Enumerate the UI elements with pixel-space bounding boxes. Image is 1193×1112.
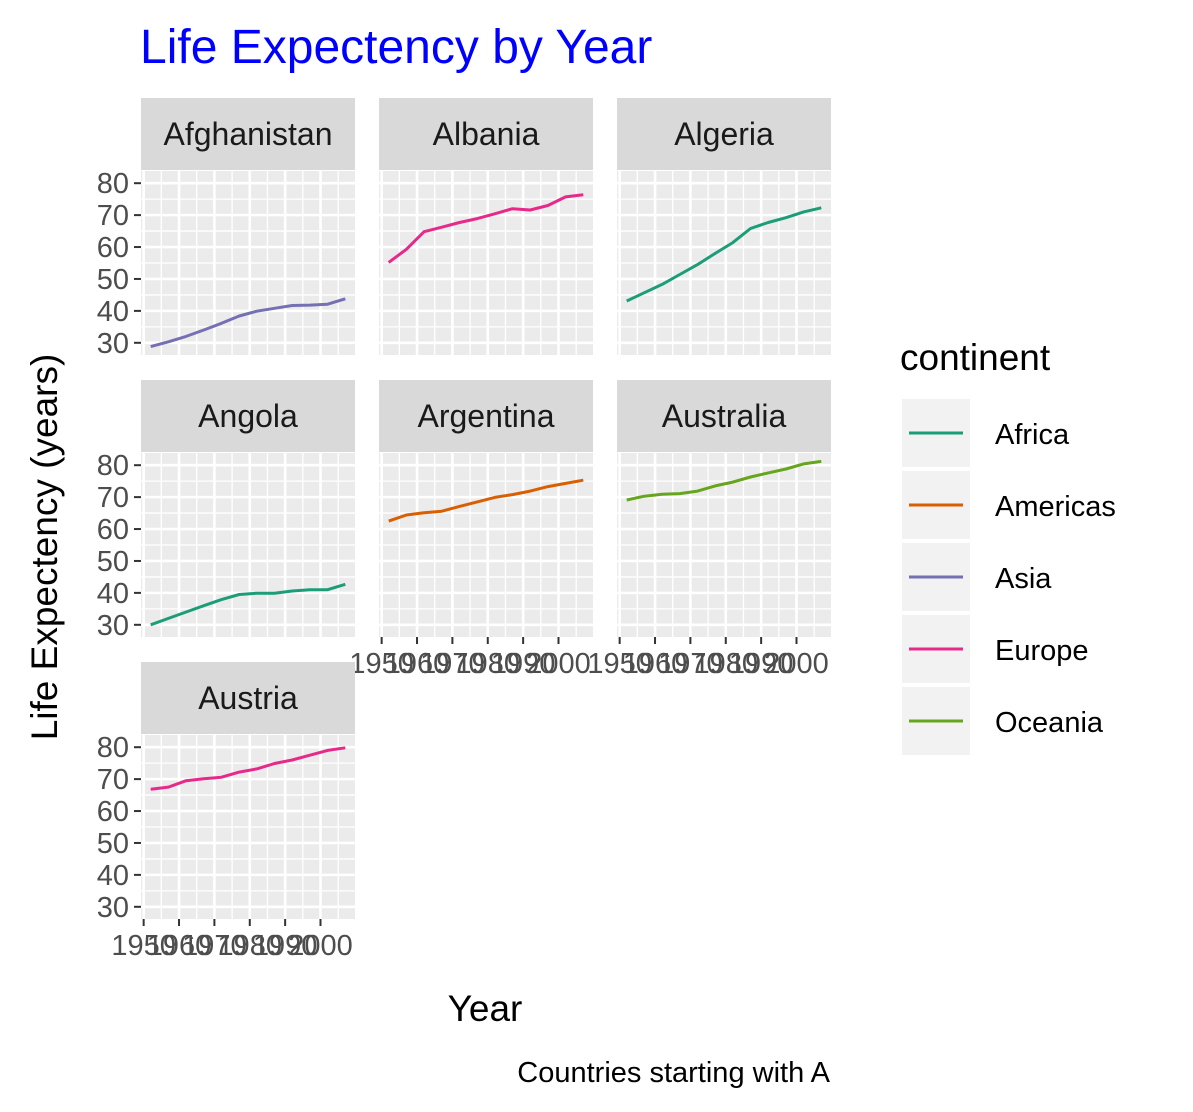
y-tick-label: 80 bbox=[97, 450, 129, 482]
facet-strip-label: Angola bbox=[198, 398, 298, 434]
x-tick-label: 1960 bbox=[385, 648, 450, 680]
x-tick-label: 1950 bbox=[349, 648, 414, 680]
legend: continent Africa Americas Asia Europe Oceani… bbox=[900, 337, 1116, 755]
facet-strip bbox=[617, 380, 831, 452]
y-tick-label: 40 bbox=[97, 296, 129, 328]
facet-strip-label: Argentina bbox=[418, 398, 555, 434]
y-tick-label: 60 bbox=[97, 796, 129, 828]
x-tick-label: 1970 bbox=[182, 930, 247, 962]
y-tick-label: 40 bbox=[97, 578, 129, 610]
facet-strip bbox=[379, 98, 593, 170]
facet-strip bbox=[617, 98, 831, 170]
facet-panel-algeria: Algeria bbox=[617, 98, 831, 355]
facet-strip bbox=[141, 98, 355, 170]
facet-strip-label: Australia bbox=[662, 398, 787, 434]
legend-label: Europe bbox=[995, 635, 1089, 667]
legend-item-oceania: Oceania bbox=[902, 687, 1104, 755]
series-line-australia bbox=[626, 459, 822, 502]
facet-strip-label: Albania bbox=[433, 116, 540, 152]
x-tick-label: 1950 bbox=[111, 930, 176, 962]
facet-strip bbox=[379, 380, 593, 452]
legend-item-asia: Asia bbox=[902, 543, 1052, 611]
legend-label: Africa bbox=[995, 419, 1070, 451]
facet-strip bbox=[141, 662, 355, 734]
y-tick-label: 50 bbox=[97, 264, 129, 296]
legend-item-africa: Africa bbox=[902, 399, 1070, 467]
facet-strip-label: Afghanistan bbox=[163, 116, 332, 152]
x-tick-label: 1990 bbox=[491, 648, 556, 680]
legend-label: Oceania bbox=[995, 707, 1104, 739]
y-tick-label: 50 bbox=[97, 546, 129, 578]
chart-title: Life Expectency by Year bbox=[140, 21, 652, 74]
legend-item-europe: Europe bbox=[902, 615, 1089, 683]
x-tick-label: 1980 bbox=[218, 930, 283, 962]
series-line-afghanistan bbox=[150, 297, 346, 349]
x-tick-label: 1960 bbox=[147, 930, 212, 962]
y-axis-title: Life Expectency (years) bbox=[24, 354, 65, 741]
x-tick-label: 1950 bbox=[587, 648, 652, 680]
x-tick-label: 1980 bbox=[694, 648, 759, 680]
y-tick-label: 70 bbox=[97, 764, 129, 796]
facet-strip-label: Algeria bbox=[674, 116, 774, 152]
x-tick-label: 2000 bbox=[288, 930, 353, 962]
series-line-angola bbox=[150, 582, 346, 627]
legend-label: Asia bbox=[995, 563, 1052, 595]
x-tick-label: 2000 bbox=[764, 648, 829, 680]
series-line-austria bbox=[150, 746, 346, 791]
y-tick-label: 30 bbox=[97, 892, 129, 924]
y-tick-label: 60 bbox=[97, 232, 129, 264]
y-tick-label: 50 bbox=[97, 828, 129, 860]
y-tick-label: 80 bbox=[97, 168, 129, 200]
y-tick-label: 40 bbox=[97, 860, 129, 892]
y-tick-label: 30 bbox=[97, 610, 129, 642]
series-line-argentina bbox=[388, 478, 584, 523]
y-tick-label: 80 bbox=[97, 732, 129, 764]
y-tick-label: 70 bbox=[97, 482, 129, 514]
y-tick-label: 70 bbox=[97, 200, 129, 232]
y-tick-label: 60 bbox=[97, 514, 129, 546]
x-tick-label: 1990 bbox=[729, 648, 794, 680]
x-tick-label: 1990 bbox=[253, 930, 318, 962]
legend-item-americas: Americas bbox=[902, 471, 1116, 539]
facet-strip bbox=[141, 380, 355, 452]
x-tick-label: 1970 bbox=[658, 648, 723, 680]
facet-strip-label: Austria bbox=[198, 680, 298, 716]
x-axis-title: Year bbox=[448, 988, 523, 1029]
series-line-algeria bbox=[626, 206, 822, 303]
y-tick-label: 30 bbox=[97, 328, 129, 360]
x-tick-label: 1980 bbox=[456, 648, 521, 680]
facet-panel-albania: Albania bbox=[379, 98, 593, 355]
x-tick-label: 1970 bbox=[420, 648, 485, 680]
chart-caption: Countries starting with A bbox=[517, 1057, 830, 1089]
series-line-albania bbox=[387, 193, 584, 264]
x-tick-label: 2000 bbox=[526, 648, 591, 680]
legend-label: Americas bbox=[995, 491, 1116, 523]
legend-title: continent bbox=[900, 337, 1051, 378]
x-tick-label: 1960 bbox=[623, 648, 688, 680]
